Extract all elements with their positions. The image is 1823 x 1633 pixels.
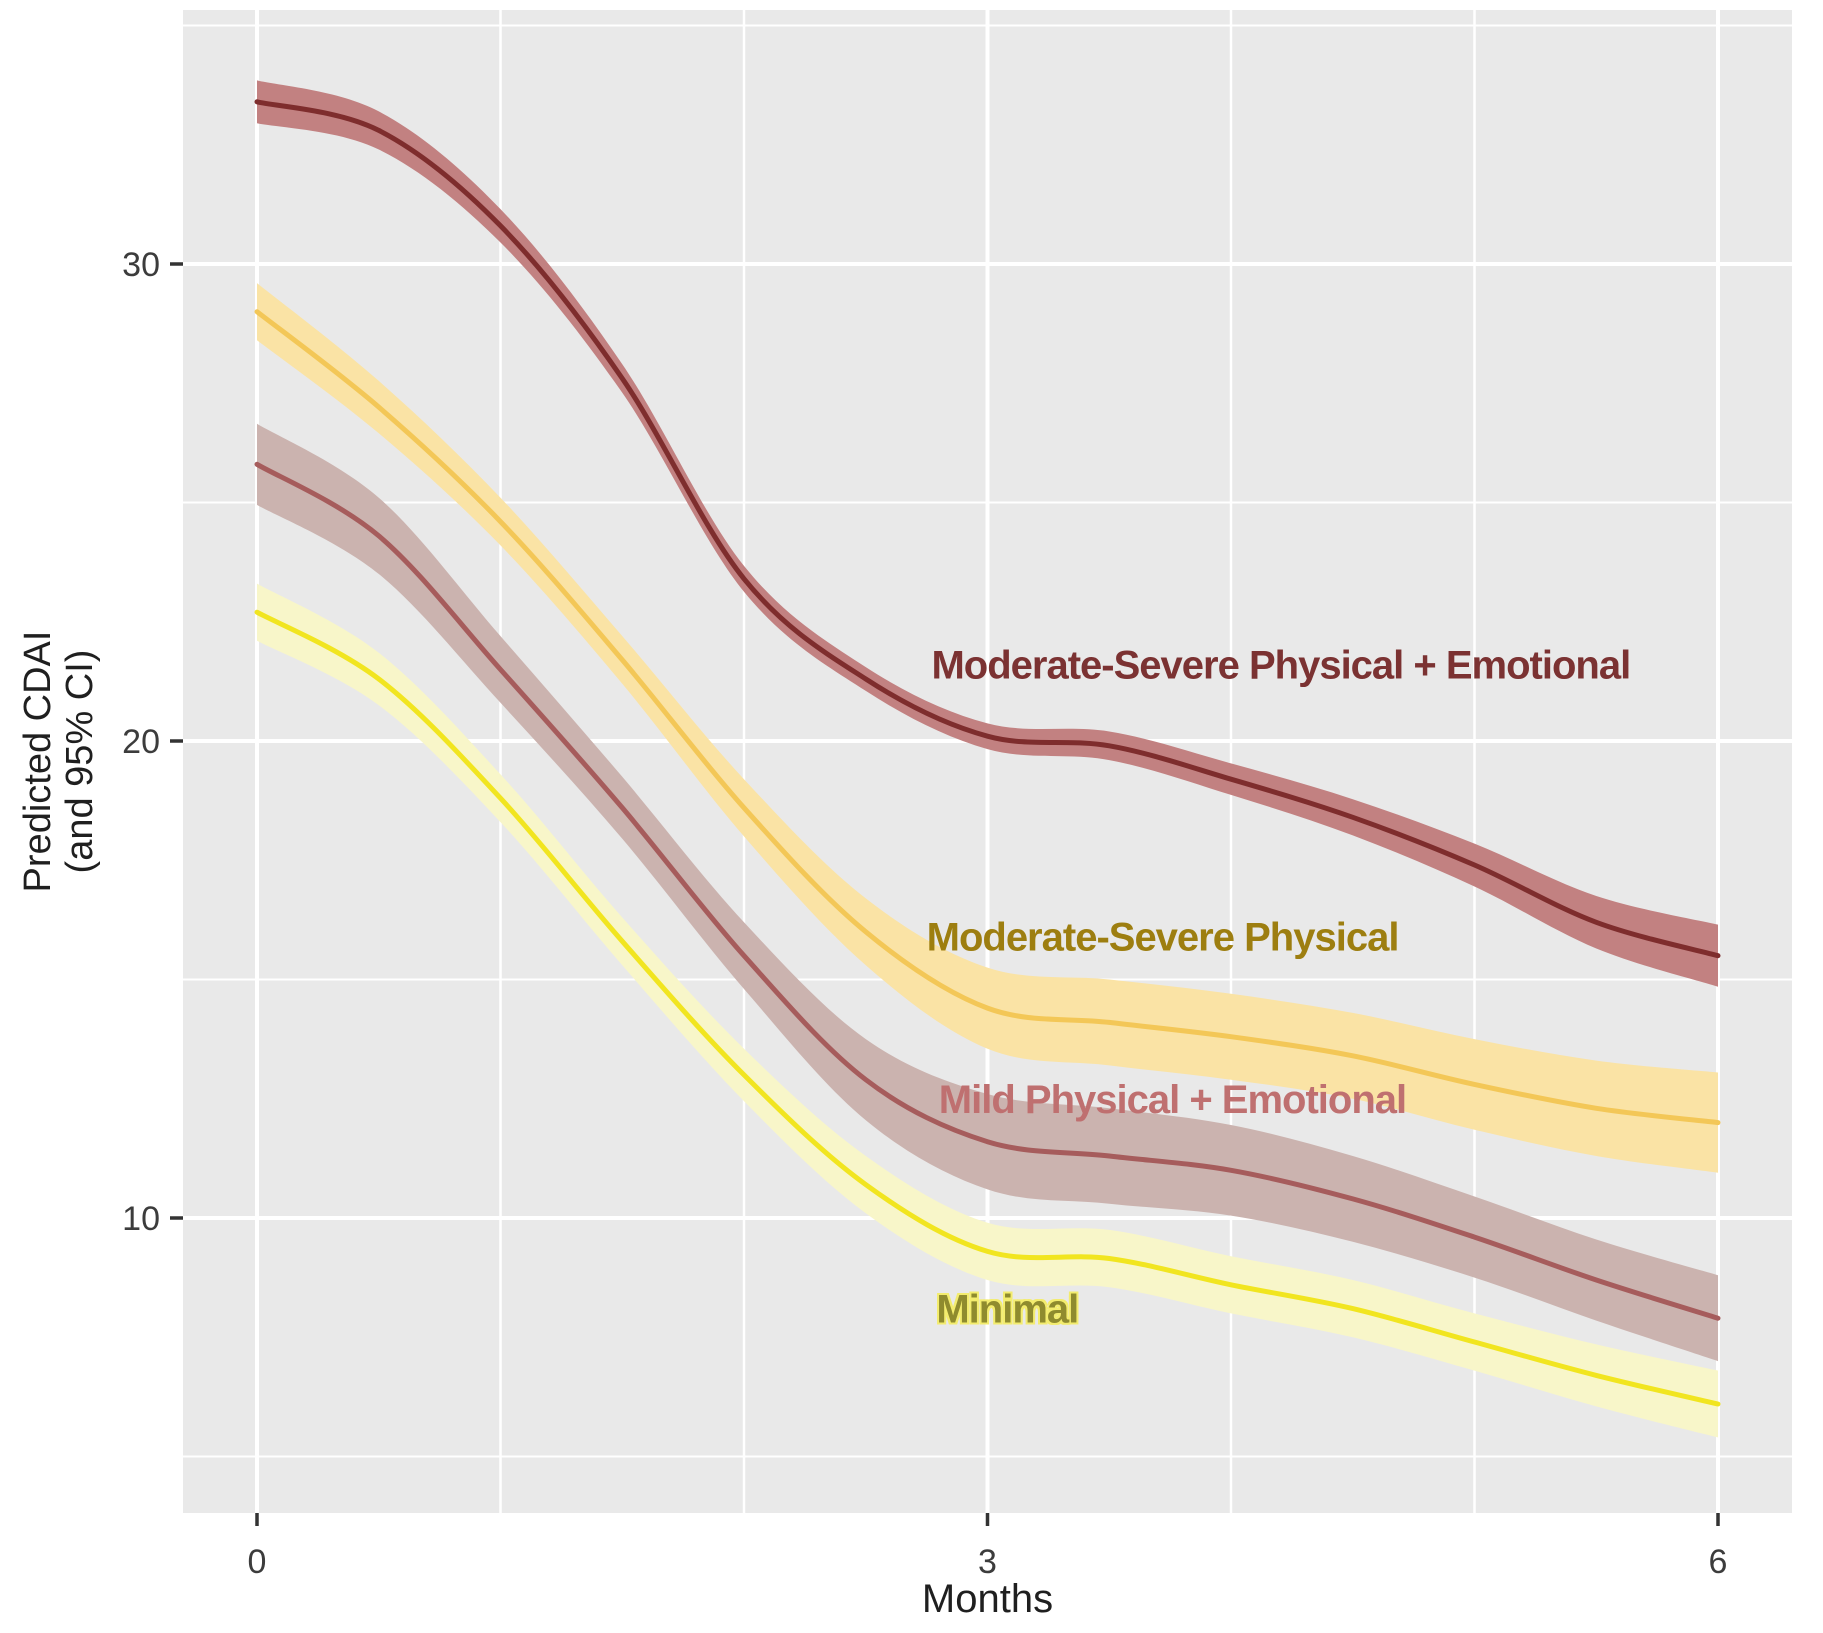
x-axis-title: Months	[922, 1577, 1053, 1621]
series-label-4: Minimal	[936, 1288, 1078, 1332]
x-tick-label: 0	[248, 1543, 267, 1581]
trend-line-1	[254, 99, 1721, 959]
x-tick-label: 6	[1709, 1543, 1728, 1581]
y-tick-label: 30	[122, 246, 160, 284]
trend-line-4	[254, 609, 1721, 1407]
ci-ribbon-4	[257, 583, 1718, 1438]
x-tick-label: 3	[978, 1543, 997, 1581]
y-tick-label: 10	[122, 1200, 160, 1238]
y-axis-title: Predicted CDAI(and 95% CI)	[17, 631, 101, 893]
trend-line-2	[254, 309, 1721, 1126]
y-tick-label: 20	[122, 723, 160, 761]
series-label-3: Mild Physical + Emotional	[939, 1078, 1406, 1122]
series-label-1: Moderate-Severe Physical + Emotional	[931, 644, 1630, 688]
series-label-2: Moderate-Severe Physical	[927, 916, 1399, 960]
ci-ribbon-3	[257, 423, 1718, 1362]
trend-line-3	[254, 461, 1721, 1321]
ci-ribbon-1	[257, 80, 1718, 987]
ci-ribbon-2	[257, 283, 1718, 1173]
